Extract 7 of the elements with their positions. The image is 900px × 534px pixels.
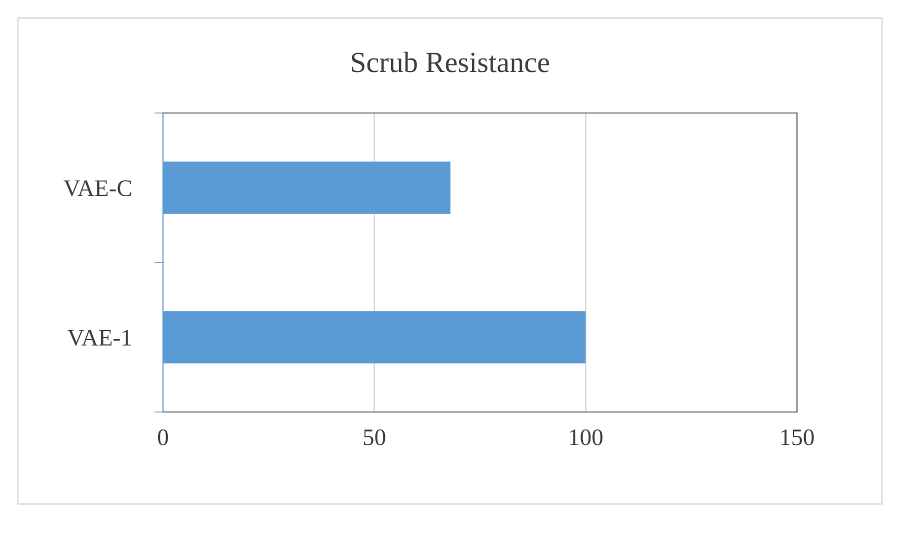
- x-tick-label: 50: [364, 429, 386, 446]
- x-tick-label: 0: [158, 429, 168, 446]
- chart-title: Scrub Resistance: [352, 52, 550, 72]
- y-tick-label: VAE-1: [68, 330, 132, 346]
- x-tick-label: 100: [570, 429, 602, 446]
- y-tick-label: VAE-C: [64, 180, 132, 196]
- x-tick-label: 150: [781, 429, 814, 446]
